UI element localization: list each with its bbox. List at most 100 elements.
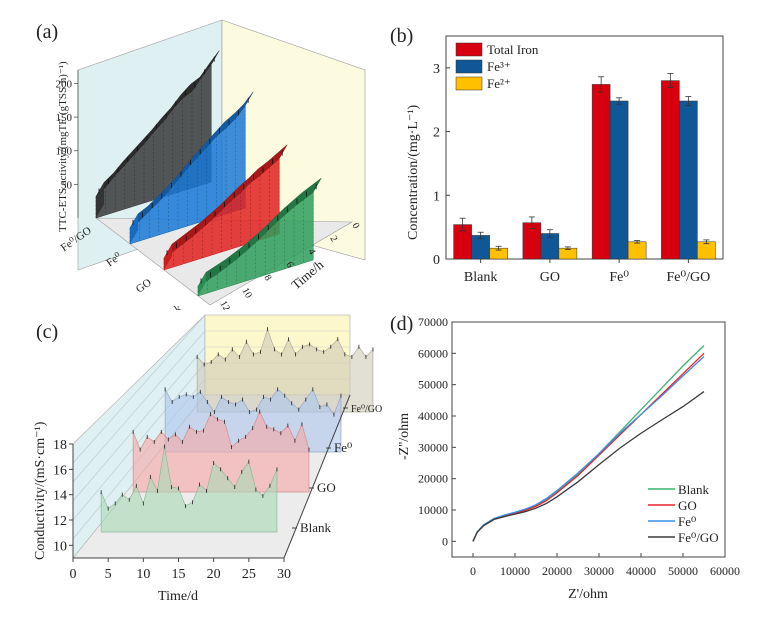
d-ytick-label: 0 — [442, 534, 448, 548]
a-ylabel: TTC-ETS activity/(mgTF·(gTSS·h)⁻¹) — [57, 61, 69, 232]
c-xtick-label: 20 — [207, 567, 221, 582]
d-xtick-label: 0 — [470, 564, 476, 578]
panel-b-label: (b) — [390, 25, 413, 47]
b-plot-frame — [445, 35, 724, 260]
panel-b-bar-chart: (b) 0 1 2 3 Blank GO Fe⁰ Fe⁰/GO Total Iron Fe³⁺… — [390, 25, 724, 285]
c-category-label: Blank — [300, 520, 332, 535]
b-ytick-label: 0 — [433, 253, 440, 268]
d-xtick-label: 50000 — [668, 564, 698, 578]
b-legend-label: Total Iron — [487, 42, 539, 57]
d-xtick-label: 10000 — [500, 564, 530, 578]
b-bar — [591, 84, 611, 260]
c-ridge-GO — [132, 409, 310, 493]
d-ylabel: -Z''/ohm — [397, 413, 412, 460]
c-side-gridline — [72, 362, 206, 521]
c-ylabel: Conductivity/(mS·cm⁻¹) — [33, 421, 48, 560]
c-side-gridline — [72, 330, 206, 483]
d-ytick-label: 30000 — [418, 440, 448, 454]
panel-c-label: (c) — [36, 321, 58, 343]
b-legend-label: Fe²⁺ — [487, 76, 511, 91]
c-ytick-label: 10 — [53, 539, 67, 554]
c-xtick-label: 0 — [70, 567, 77, 582]
c-xtick-label: 25 — [242, 567, 256, 582]
c-depth-axis-line — [283, 394, 351, 559]
d-line-Fe⁰ — [472, 355, 705, 542]
a-xtick-label: 0 — [349, 221, 361, 231]
d-ytick-label: 60000 — [418, 346, 448, 360]
a-xtick-label: 4 — [305, 247, 317, 257]
c-xtick-label: 5 — [105, 567, 112, 582]
b-bar — [627, 241, 647, 260]
a-xtick-label: 8 — [261, 273, 273, 283]
panel-c-ridge-chart: (c) 10 12 14 16 18 0 5 10 15 20 25 30 Blank GO Fe⁰ Fe… — [33, 314, 382, 604]
b-legend-swatch — [455, 59, 483, 74]
d-ytick-label: 10000 — [418, 503, 448, 517]
d-legend-label: Blank — [678, 482, 710, 497]
a-slab-top — [197, 177, 322, 287]
d-line-Blank — [472, 345, 705, 542]
c-xlabel: Time/d — [158, 589, 198, 604]
b-legend-swatch — [455, 76, 483, 91]
a-series-Blank — [197, 177, 322, 297]
c-side-gridline — [72, 314, 206, 464]
a-ytick-label: 150 — [56, 112, 73, 124]
c-ytick-label: 12 — [53, 514, 67, 529]
b-bar — [609, 100, 629, 260]
d-line-Fe⁰/GO — [472, 391, 705, 542]
c-xtick-label: 15 — [172, 567, 186, 582]
b-bar — [697, 241, 716, 260]
a-category-label: GO — [134, 277, 154, 296]
d-ytick-label: 70000 — [418, 315, 448, 329]
c-ytick-label: 16 — [53, 463, 67, 478]
panel-d-label: (d) — [390, 313, 413, 335]
c-xtick-label: 30 — [277, 567, 291, 582]
d-legend-label: Fe⁰ — [678, 514, 696, 529]
panel-a-label: (a) — [36, 21, 58, 43]
c-category-label: GO — [317, 480, 336, 495]
d-legend-label: GO — [678, 498, 697, 513]
a-ytick-label: 200 — [56, 78, 73, 90]
b-xtick-label: Fe⁰/GO — [667, 270, 711, 285]
b-ylabel: Concentration/(mg·L⁻¹) — [406, 104, 421, 240]
a-slab-cap — [164, 244, 172, 270]
b-bar — [661, 80, 680, 260]
c-ridge-Blank — [100, 444, 278, 533]
d-plot-frame — [451, 321, 726, 558]
b-xtick-label: Blank — [464, 270, 497, 285]
d-xtick-label: 60000 — [710, 564, 740, 578]
a-ytick-label: 100 — [56, 146, 73, 158]
b-ytick-label: 3 — [433, 62, 440, 77]
d-legend-label: Fe⁰/GO — [678, 530, 719, 545]
d-xtick-label: 40000 — [626, 564, 656, 578]
b-bar — [679, 100, 698, 260]
a-slab-cap — [96, 182, 104, 218]
panel-d-line-chart: (d) 0 10000 20000 30000 40000 50000 60000 70000… — [390, 313, 740, 602]
a-xtick-label: 2 — [327, 234, 339, 244]
c-category-label: Fe⁰/GO — [351, 404, 382, 415]
c-side-gridline — [72, 346, 206, 502]
d-line-GO — [472, 352, 705, 542]
c-ytick-label: 14 — [53, 489, 67, 504]
d-ytick-label: 50000 — [418, 378, 448, 392]
d-xtick-label: 30000 — [584, 564, 614, 578]
a-xtick-label: 12 — [217, 299, 232, 310]
a-xtick-label: 10 — [239, 286, 254, 300]
c-ytick-label: 18 — [53, 438, 67, 453]
d-xlabel: Z'/ohm — [568, 587, 608, 602]
a-slab-cap — [130, 213, 138, 244]
b-ytick-label: 2 — [433, 126, 440, 141]
a-xtick-label: 6 — [283, 260, 295, 270]
d-xtick-label: 20000 — [542, 564, 572, 578]
b-legend-swatch — [455, 42, 483, 57]
b-xtick-label: GO — [540, 270, 560, 285]
a-slab-top — [163, 144, 288, 259]
b-legend-label: Fe³⁺ — [487, 59, 511, 74]
c-xtick-label: 10 — [136, 567, 150, 582]
b-xtick-label: Fe⁰ — [609, 270, 629, 285]
c-ridge-Fe⁰/GO — [196, 327, 374, 413]
c-category-label: Fe⁰ — [334, 440, 352, 455]
a-ytick-label: 50 — [61, 179, 73, 191]
d-ytick-label: 20000 — [418, 472, 448, 486]
a-slab-cap — [198, 272, 206, 296]
